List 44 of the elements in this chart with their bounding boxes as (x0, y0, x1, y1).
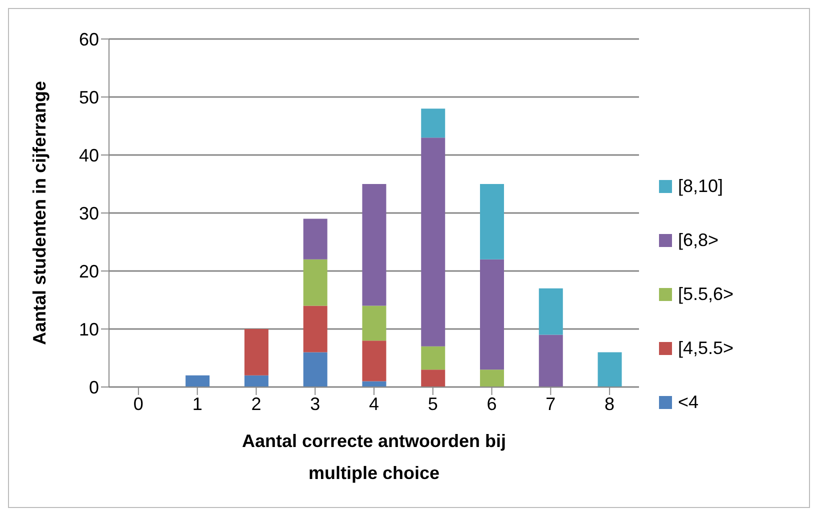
x-tick-label: 1 (192, 394, 202, 414)
x-tick-label: 4 (368, 394, 380, 414)
y-tick-label: 40 (78, 145, 99, 166)
bar (362, 306, 386, 341)
bar (538, 334, 563, 387)
bar (480, 259, 504, 370)
y-tick-label: 30 (78, 203, 99, 224)
y-tick-label: 10 (78, 319, 99, 340)
bar (244, 329, 268, 376)
bar (362, 340, 386, 382)
bar (186, 375, 210, 387)
legend-label: [5.5,6> (678, 284, 734, 304)
legend-label: [8,10] (678, 176, 724, 196)
y-axis-title: Aantal studenten in cijferrange (29, 80, 50, 346)
bar (421, 138, 446, 346)
bar (421, 346, 446, 370)
y-tick-label: 20 (78, 261, 99, 282)
legend-label: [4,5.5> (678, 338, 734, 358)
bar (303, 352, 328, 387)
x-axis-title: Aantal correcte antwoorden bij multiple choice (242, 431, 506, 483)
legend-label: <4 (678, 392, 699, 412)
y-tick-label: 60 (78, 29, 99, 50)
bar (244, 375, 268, 387)
y-tick-label: 0 (88, 377, 99, 398)
x-tick-label: 3 (310, 394, 320, 414)
x-tick-label: 0 (133, 394, 144, 414)
x-tick-label: 8 (604, 394, 615, 414)
bar (362, 381, 386, 387)
bar (303, 218, 328, 260)
bar (421, 370, 446, 387)
y-tick-label: 50 (78, 87, 99, 108)
x-tick-label: 6 (486, 394, 497, 414)
bar (598, 352, 622, 387)
x-tick-label: 5 (428, 394, 438, 414)
bar (362, 184, 386, 306)
bar (480, 184, 504, 260)
x-tick-label: 2 (251, 394, 262, 414)
bar (303, 306, 328, 352)
x-tick-label: 7 (546, 394, 556, 414)
legend-label: [6,8> (678, 230, 719, 250)
bar (303, 259, 328, 306)
bar (421, 108, 446, 138)
bar (480, 370, 504, 387)
bar (538, 288, 563, 335)
